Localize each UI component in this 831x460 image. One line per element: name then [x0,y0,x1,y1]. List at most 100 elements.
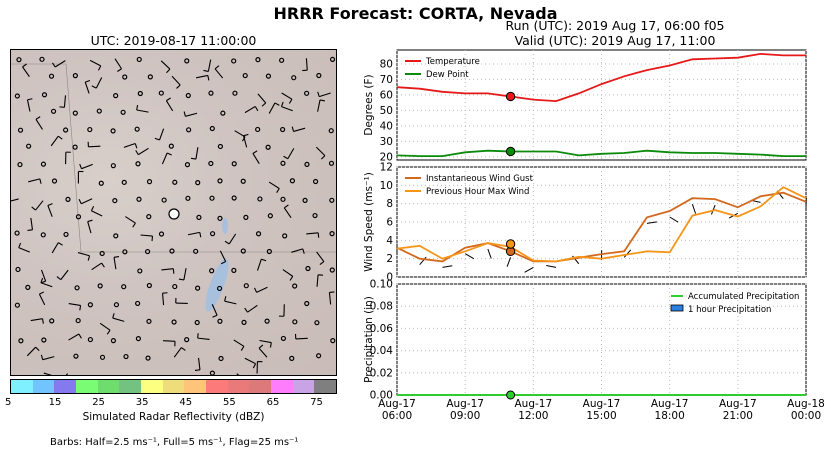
wind-barb [214,65,224,79]
wind-barb-flag [320,155,326,160]
station-calm-circle [26,143,32,149]
wind-barb-flag [319,261,325,266]
legend-label: Previous Hour Max Wind [426,187,529,197]
wind-barb-flag [283,155,289,160]
wind-barb-flag [183,111,186,117]
wind-barb-staff [114,58,123,70]
valid-line: Valid (UTC): 2019 Aug 17, 11:00 [514,33,716,48]
station-calm-circle [110,163,116,169]
wind-barb-flag [269,342,272,348]
wind-barb [194,357,201,371]
station-calm-circle [240,248,246,254]
state-border [11,63,336,253]
x-tick-label: 21:00 [723,410,753,422]
wind-barb [51,242,63,254]
wind-barb [316,251,325,266]
wind-barb [90,205,103,217]
station-calm-circle [255,57,261,63]
y-tick-label: 0.10 [370,279,393,291]
wind-barb [691,204,697,214]
wind-barb [257,93,267,107]
wind-barb [28,178,42,184]
wind-barb-staff [87,221,92,234]
wind-barb [125,216,136,228]
wind-barb [282,269,294,281]
wind-barb [252,150,260,164]
wind-barb [22,63,30,78]
wind-barb-flag [261,102,267,107]
station-calm-circle [257,196,263,202]
y-axis-label: Precipitation (in) [363,296,375,383]
wind-barb-staff [161,268,174,271]
station-calm-circle [25,284,31,290]
station-calm-circle [291,75,297,81]
wind-barb-flag [18,242,22,248]
series-line-1 [396,52,806,103]
wind-barb [50,135,63,147]
wind-barb-flag [288,98,293,104]
wind-barb [40,277,53,288]
colorbar-swatch [32,380,55,393]
station-calm-circle [220,110,226,116]
station-calm-circle [184,58,190,64]
wind-barb-flag [113,256,120,258]
wind-barb [160,60,171,74]
station-calm-circle [208,160,214,167]
wind-barb-flag [203,69,209,72]
x-tick-label: Aug-17 [583,398,621,410]
station-calm-circle [185,195,191,201]
station-calm-circle [110,338,117,344]
wind-barb-flag [197,333,199,339]
wind-barb-flag [194,369,201,371]
station-calm-circle [193,248,199,254]
station-calm-circle [49,318,55,324]
wind-barb-flag [261,258,267,262]
y-tick-label: 0 [386,272,393,284]
station-calm-circle [74,285,80,291]
station-calm-circle [265,144,271,150]
station-calm-circle [98,180,104,186]
station-calm-circle [280,335,287,342]
station-calm-circle [17,127,24,133]
wind-barb-flag [27,98,33,101]
y-tick-label: 50 [380,105,393,117]
wind-barb-flag [56,276,62,281]
station-calm-circle [14,230,20,236]
station-calm-circle [75,214,82,220]
wind-barb [79,163,93,170]
colorbar-swatch [314,380,337,393]
wind-barb-staff [195,74,208,79]
station-calm-circle [266,248,272,255]
station-calm-circle [51,178,58,184]
station-calm-circle [134,126,140,132]
wind-barb-flag [224,240,230,245]
wind-barb-staff [68,303,81,306]
wind-barb-staff [99,322,111,331]
wind-barb [154,128,165,141]
wind-barb-staff [219,250,227,262]
station-calm-circle [304,161,310,167]
wind-barb-flag [178,278,184,281]
wind-barb-staff [161,152,168,165]
colorbar-tick-label: 45 [179,397,193,408]
y-tick-label: 0.08 [370,301,393,313]
station-calm-circle [209,370,215,375]
wind-barb-staff [91,262,102,271]
current-time-marker [505,146,516,157]
wind-barb-flag [97,65,102,71]
wind-barb [253,286,268,293]
wind-barb-staff [281,92,293,100]
station-calm-circle [186,127,192,133]
station-calm-circle [328,128,334,134]
wind-barb [47,203,53,217]
y-tick-label: 60 [380,89,393,101]
wind-barb-staff [68,333,80,341]
wind-barb [173,347,186,358]
station-calm-circle [171,319,177,325]
wind-barb [195,74,210,81]
wind-barb-staff [22,66,30,78]
wind-barb-staff [123,143,136,148]
wind-barb-flag [243,133,249,137]
wind-barb [68,333,82,341]
wind-barb [203,59,212,72]
